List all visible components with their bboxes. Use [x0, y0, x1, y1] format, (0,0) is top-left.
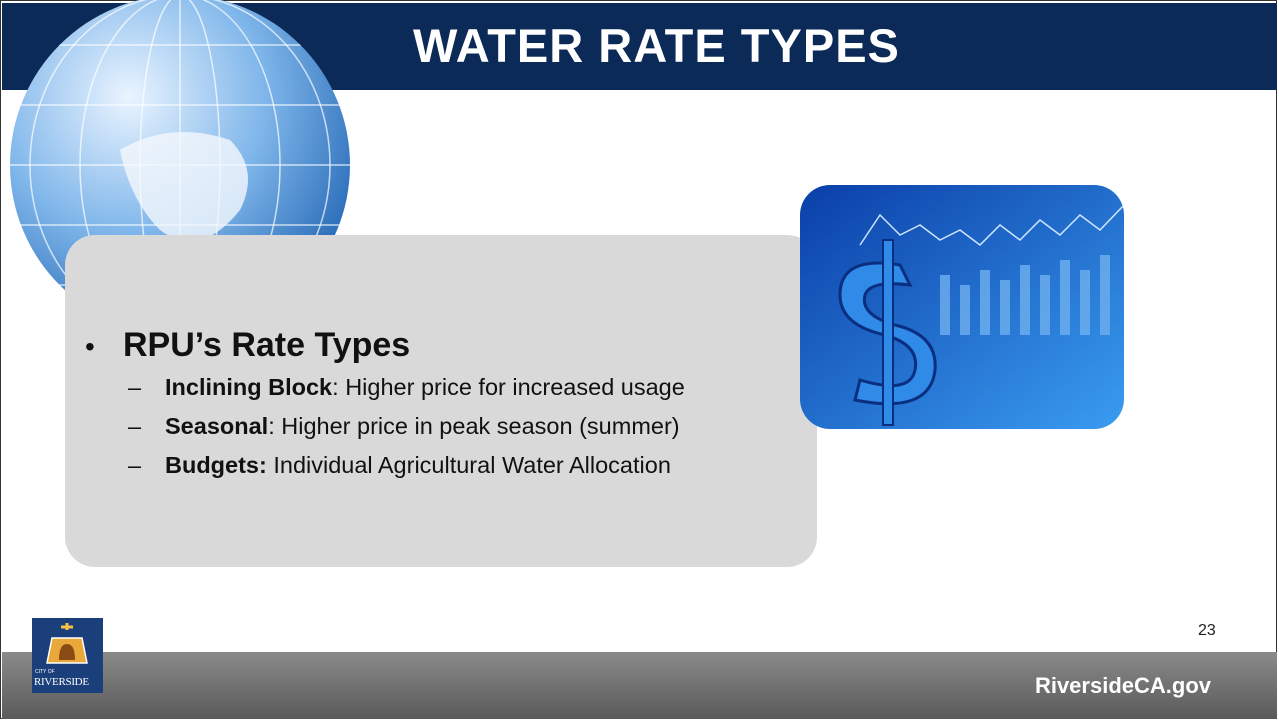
- page-number: 23: [1198, 622, 1216, 639]
- sub-item-marker: –: [128, 452, 142, 478]
- sub-item-text: : Higher price in peak season (summer): [268, 413, 680, 439]
- finance-image: [800, 185, 1124, 429]
- sub-item: – Seasonal: Higher price in peak season (…: [128, 413, 680, 440]
- sub-item: – Budgets: Individual Agricultural Water …: [128, 452, 671, 479]
- bullet-marker: •: [85, 331, 95, 362]
- content-panel: [65, 235, 817, 567]
- sub-item: – Inclining Block: Higher price for incre…: [128, 374, 685, 401]
- website: RiversideCA.gov: [1034, 673, 1211, 698]
- sub-item-term: Inclining Block: [165, 374, 333, 400]
- sub-item-text: Individual Agricultural Water Allocation: [266, 452, 671, 478]
- bullet-text: RPU’s Rate Types: [123, 326, 411, 364]
- logo-top: CITY OF: [35, 669, 55, 675]
- sub-item-text: : Higher price for increased usage: [332, 374, 685, 400]
- sub-item-marker: –: [128, 413, 142, 439]
- bullet-heading: • RPU’s Rate Types: [85, 326, 410, 365]
- city-logo: CITY OF RIVERSIDE: [32, 618, 103, 693]
- logo-bell: [46, 623, 88, 664]
- logo-name: RIVERSIDE: [34, 676, 89, 688]
- footer-bar: [2, 652, 1277, 719]
- sub-item-marker: –: [128, 374, 142, 400]
- sub-item-term: Seasonal: [165, 413, 269, 439]
- sub-item-term: Budgets:: [165, 452, 267, 478]
- slide-title: WATER RATE TYPES: [413, 19, 900, 72]
